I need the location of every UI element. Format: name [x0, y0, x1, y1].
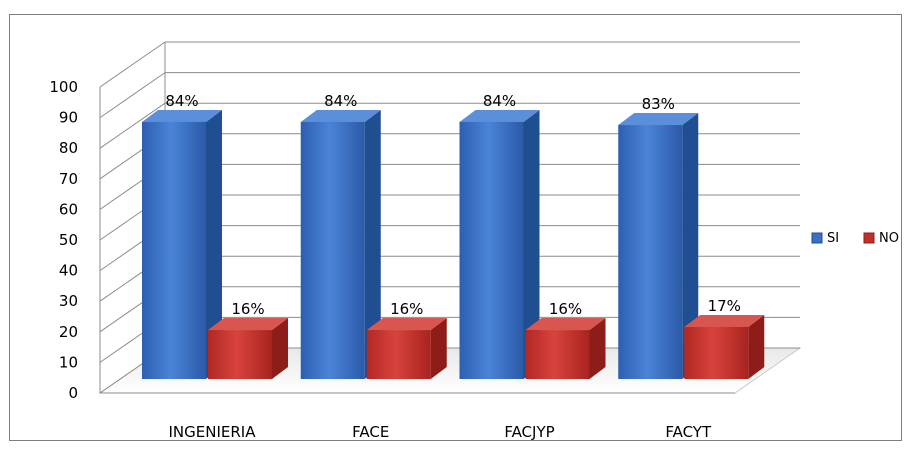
bar-top — [525, 318, 606, 331]
bar-front — [684, 326, 749, 379]
bar-si-facyt — [618, 113, 699, 380]
y-tick-label: 70 — [59, 170, 78, 188]
data-label: 16% — [390, 300, 423, 318]
bar-side — [272, 318, 288, 379]
bar-side — [523, 109, 540, 380]
bar-side — [748, 314, 765, 379]
y-tick-label: 60 — [59, 200, 78, 218]
bar-si-ingenieria — [142, 109, 222, 380]
bar-no-face — [366, 318, 447, 379]
x-category-label: FACYT — [665, 423, 712, 441]
y-tick-label: 0 — [68, 384, 78, 402]
data-label: 84% — [165, 92, 198, 110]
data-label: 84% — [324, 92, 357, 110]
x-category-label: INGENIERIA — [169, 423, 257, 441]
bar-side — [589, 318, 606, 379]
y-tick-label: 10 — [59, 353, 78, 371]
data-label: 83% — [642, 95, 675, 113]
bar-no-facjyp — [525, 318, 606, 379]
y-tick-label: 50 — [59, 231, 78, 249]
bar-side — [206, 109, 222, 380]
bar-si-face — [300, 109, 381, 380]
data-label: 17% — [708, 297, 741, 315]
bar-no-facyt — [684, 314, 765, 379]
data-label: 84% — [483, 92, 516, 110]
wall-gridline — [99, 102, 166, 149]
x-category-label: FACE — [352, 423, 389, 441]
bar-front — [208, 330, 272, 379]
legend-label-no: NO — [879, 231, 899, 246]
bar-top — [684, 314, 765, 327]
bar-no-ingenieria — [208, 318, 288, 379]
legend-swatch-no — [863, 232, 875, 244]
bar-top — [618, 113, 699, 126]
bar-side — [364, 109, 381, 380]
bar-top — [459, 109, 540, 122]
y-tick-label: 30 — [59, 292, 78, 310]
legend-swatch-si — [811, 232, 823, 244]
bar-top — [300, 109, 381, 122]
data-label: 16% — [231, 300, 264, 318]
bar-top — [208, 318, 288, 331]
y-tick-label: 20 — [59, 323, 78, 341]
bar-si-facjyp — [459, 109, 540, 380]
data-label: 16% — [549, 300, 582, 318]
bar-side — [430, 318, 447, 379]
y-tick-label: 100 — [49, 78, 78, 96]
bar-top — [366, 318, 447, 331]
bar-front — [459, 121, 524, 380]
bar-front — [142, 121, 206, 380]
y-tick-label: 40 — [59, 262, 78, 280]
x-category-label: FACJYP — [504, 423, 554, 441]
bar-side — [682, 113, 699, 380]
wall-gridline — [99, 72, 166, 119]
bar-front — [618, 125, 683, 380]
legend-label-si: SI — [827, 231, 839, 246]
bar-front — [525, 330, 590, 379]
bar-front — [300, 121, 365, 380]
y-tick-label: 80 — [59, 139, 78, 157]
bar-top — [142, 109, 222, 122]
bar-front — [366, 330, 431, 379]
y-tick-label: 90 — [59, 109, 78, 127]
wall-gridline — [99, 41, 166, 88]
